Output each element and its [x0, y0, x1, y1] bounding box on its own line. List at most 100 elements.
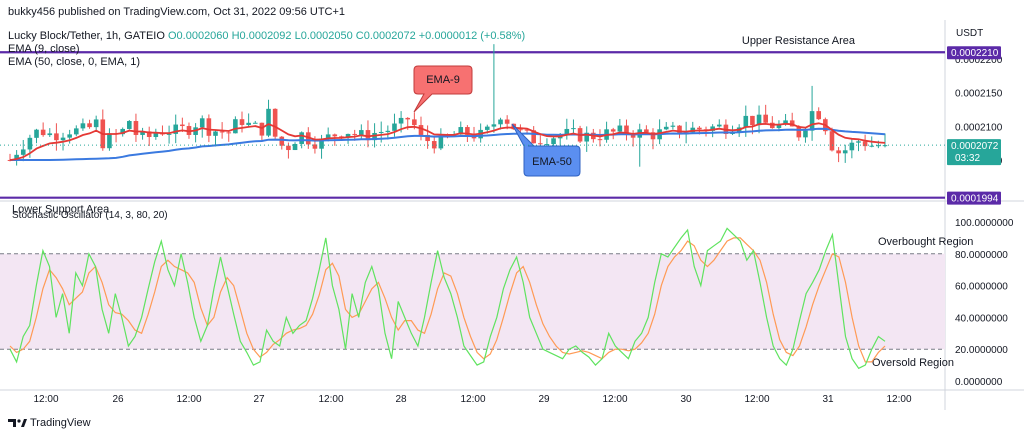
candle-body: [93, 119, 99, 128]
candle-body: [272, 108, 278, 137]
candle-body: [750, 115, 755, 126]
candle-body: [180, 124, 185, 127]
symbol-ohlc-line: Lucky Block/Tether, 1h, GATEIO O0.000206…: [8, 30, 525, 42]
candle-body: [299, 132, 304, 144]
price-tick-label: 0.0002200: [955, 55, 1003, 66]
candle-body: [173, 124, 179, 134]
candle-body: [816, 111, 822, 120]
candle-body: [438, 135, 444, 149]
candle-body: [305, 132, 311, 145]
candle-body: [630, 134, 636, 138]
candle-body: [538, 143, 543, 145]
tradingview-logo: [8, 419, 27, 427]
tradingview-logo-text: TradingView: [30, 417, 91, 429]
time-tick-label: 31: [822, 394, 834, 405]
support-price-badge: [947, 191, 1001, 205]
ema9-legend[interactable]: EMA (9, close): [8, 43, 80, 55]
candle-body: [378, 131, 384, 133]
candle-body: [624, 125, 629, 135]
candle-body: [385, 130, 391, 132]
candle-body: [365, 130, 371, 141]
candle-body: [869, 145, 875, 147]
ema9-callout: [413, 65, 473, 113]
overbought-label: Overbought Region: [878, 236, 973, 248]
candle-body: [133, 121, 139, 135]
ema50-callout-box: [511, 123, 581, 177]
candle-body: [796, 126, 802, 138]
candle-body: [743, 115, 749, 128]
candle-body: [153, 133, 159, 137]
resistance-price-badge: [947, 46, 1001, 60]
candle-body: [776, 124, 782, 129]
stoch-tick-label: 80.0000000: [955, 250, 1008, 261]
candle-body: [425, 134, 430, 142]
candle-body: [405, 117, 411, 120]
candle-body: [783, 120, 788, 125]
candle-body: [319, 138, 324, 149]
currency-label: USDT: [956, 28, 983, 39]
ema9-line: [9, 122, 886, 161]
candle-body: [146, 131, 152, 137]
ema9-callout-label: EMA-9: [426, 74, 460, 86]
time-tick-label: 12:00: [176, 394, 201, 405]
candle-body: [325, 134, 331, 139]
candle-body: [246, 122, 251, 125]
ema9-callout-box: [413, 65, 473, 113]
candle-body: [47, 133, 53, 136]
candle-body: [809, 111, 815, 131]
stoch-band: [0, 253, 945, 350]
candle-body: [836, 150, 841, 154]
candle-body: [670, 125, 676, 127]
time-tick-label: 30: [680, 394, 692, 405]
candle-body: [842, 150, 848, 154]
candle-body: [484, 126, 490, 130]
candle-body: [849, 142, 855, 151]
candle-body: [710, 126, 715, 131]
tradingview-logo-mark: [21, 419, 27, 427]
candle-body: [465, 127, 470, 135]
support-label: Lower Support Area: [12, 204, 110, 216]
candle-body: [127, 121, 132, 129]
candle-body: [763, 114, 768, 123]
candle-body: [876, 145, 881, 147]
support-price-text: 0.0001994: [951, 194, 999, 205]
candle-body: [663, 126, 669, 130]
candle-body: [610, 129, 616, 132]
ema50-legend[interactable]: EMA (50, close, 0, EMA, 1): [8, 56, 141, 68]
candle-body: [617, 125, 623, 132]
resistance-price-text: 0.0002210: [951, 48, 999, 59]
candle-body: [332, 134, 338, 137]
candle-body: [398, 117, 404, 124]
stoch-d-line: [9, 237, 886, 363]
candle-body: [650, 132, 656, 140]
candle-body: [392, 123, 397, 131]
time-tick-label: 12:00: [602, 394, 627, 405]
symbol-label: Lucky Block/Tether, 1h, GATEIO: [8, 30, 165, 42]
candle-body: [286, 145, 291, 151]
ema50-line: [10, 127, 886, 161]
time-tick-label: 12:00: [744, 394, 769, 405]
candle-body: [418, 125, 424, 135]
candle-body: [697, 127, 702, 130]
time-tick-label: 12:00: [460, 394, 485, 405]
candle-body: [279, 136, 285, 146]
candle-body: [40, 129, 46, 136]
resistance-label: Upper Resistance Area: [742, 35, 856, 47]
time-tick-label: 12:00: [33, 394, 58, 405]
stoch-tick-label: 40.0000000: [955, 313, 1008, 324]
candle-body: [226, 132, 232, 134]
candle-body: [266, 108, 271, 136]
candle-body: [829, 131, 835, 151]
countdown-text: 03:32: [955, 153, 980, 164]
candle-body: [551, 138, 556, 145]
time-tick-label: 12:00: [886, 394, 911, 405]
candle-body: [73, 128, 79, 135]
candle-body: [80, 123, 86, 129]
current-price-text: 0.0002072: [951, 141, 999, 152]
candle-body: [803, 130, 808, 138]
candle-body: [107, 133, 112, 149]
candle-body: [292, 143, 298, 151]
tradingview-logo-icon: [8, 419, 16, 427]
ema50-callout: [511, 123, 581, 177]
